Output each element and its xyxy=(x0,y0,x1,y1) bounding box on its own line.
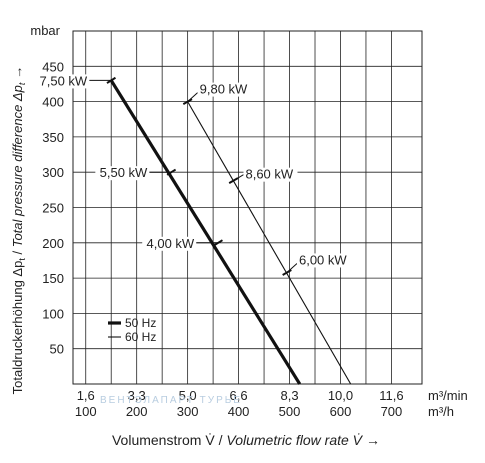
marker-leader xyxy=(187,92,198,102)
legend-entry: 60 Hz xyxy=(125,330,156,344)
plot-frame xyxy=(72,30,423,385)
y-tick-label: 400 xyxy=(42,95,64,110)
axes: 50 100 150 200 250 300 350 400 450 1,6 3,3 5,0 6,6 8,… xyxy=(42,30,423,419)
x-axis-label: Volumenstrom V̇ / Volumetric flow rate V… xyxy=(112,432,380,448)
x-unit-h: m³/h xyxy=(428,404,454,419)
marker-label-bg xyxy=(243,167,298,182)
y-tick-label: 50 xyxy=(50,342,64,357)
series-line xyxy=(187,101,352,385)
y-tick-label: 100 xyxy=(42,306,64,321)
marker-label-bg xyxy=(296,253,351,268)
power-label: 9,80 kW xyxy=(200,82,248,97)
x-tick-label-min: 3,3 xyxy=(128,388,146,403)
labels: 7,50 kW 5,50 kW 4,00 kW 9,80 kW 8,60 kW 6,00 … xyxy=(35,73,351,273)
x-tick-label-min: 1,6 xyxy=(77,388,95,403)
x-tick-label-min: 11,6 xyxy=(379,388,403,403)
y-tick-label: 450 xyxy=(42,59,64,74)
x-tick-label-h: 100 xyxy=(75,404,97,419)
y-axis-label: Totaldruckerhöhung Δpt / Total pressure … xyxy=(10,66,27,395)
marker-leader xyxy=(233,174,244,182)
x-unit-min: m³/min xyxy=(428,388,468,403)
x-tick-label-h: 400 xyxy=(228,404,250,419)
x-tick-label-h: 600 xyxy=(330,404,352,419)
x-tick-label-min: 10,0 xyxy=(328,388,353,403)
y-tick-label: 350 xyxy=(42,130,64,145)
marker-label-bg xyxy=(197,82,252,97)
x-tick-label-h: 300 xyxy=(177,404,199,419)
x-tick-label-h: 700 xyxy=(381,404,403,419)
power-label: 8,60 kW xyxy=(245,167,293,182)
marker-label-bg xyxy=(35,74,90,89)
x-tick-label-min: 8,3 xyxy=(280,388,298,403)
y-tick-label: 250 xyxy=(42,201,64,216)
marker-label-bg xyxy=(142,236,197,251)
legend-entry: 50 Hz xyxy=(125,316,156,330)
watermark: ВЕНТЭЛАПАРТ ТУРЬЕ xyxy=(100,395,242,406)
y-tick-label: 300 xyxy=(42,165,64,180)
power-label: 6,00 kW xyxy=(299,252,347,267)
marker-leader xyxy=(286,263,298,273)
y-tick-label: 150 xyxy=(42,271,64,286)
power-label: 4,00 kW xyxy=(147,236,195,251)
x-tick-label-h: 500 xyxy=(279,404,301,419)
x-tick-label-min: 6,6 xyxy=(230,388,248,403)
x-tick-label-h: 200 xyxy=(126,404,148,419)
x-tick-label-min: 5,0 xyxy=(179,388,197,403)
marker-label-bg xyxy=(95,166,150,181)
series-line xyxy=(109,79,302,385)
y-unit-label: mbar xyxy=(30,23,60,38)
y-tick-label: 200 xyxy=(42,236,64,251)
power-label: 7,50 kW xyxy=(40,73,88,88)
power-label: 5,50 kW xyxy=(100,165,148,180)
